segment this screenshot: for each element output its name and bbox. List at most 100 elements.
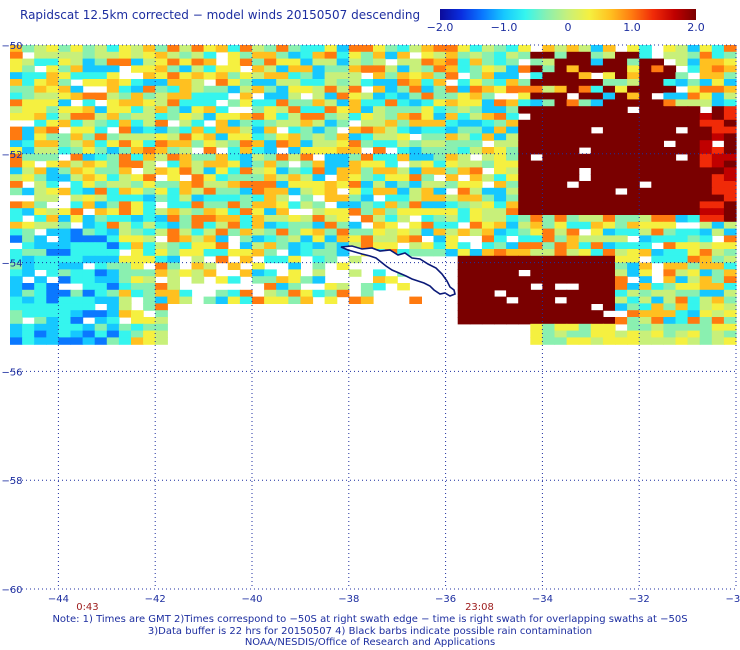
data-cell — [131, 181, 144, 189]
data-cell — [10, 45, 23, 53]
data-cell — [10, 106, 23, 114]
data-cell — [373, 242, 386, 250]
data-cell — [360, 126, 374, 134]
data-cell — [179, 106, 193, 114]
data-cell — [70, 72, 84, 80]
data-cell — [264, 99, 277, 107]
data-cell — [167, 79, 180, 87]
data-cell — [639, 133, 652, 141]
data-cell — [46, 337, 59, 345]
data-cell — [82, 99, 96, 107]
data-cell — [252, 228, 265, 236]
data-cell — [385, 153, 398, 162]
data-cell — [675, 330, 689, 338]
data-cell — [348, 187, 362, 196]
data-cell — [360, 79, 374, 87]
data-cell — [215, 296, 229, 304]
data-cell — [675, 289, 689, 298]
data-cell — [639, 147, 652, 155]
data-cell — [82, 45, 96, 53]
data-cell — [518, 187, 531, 196]
data-cell — [215, 92, 229, 100]
data-cell — [397, 174, 410, 182]
data-cell — [215, 276, 229, 284]
data-cell — [590, 79, 604, 87]
data-cell — [276, 99, 289, 107]
data-cell — [312, 99, 326, 107]
data-cell — [300, 167, 314, 175]
data-cell — [203, 140, 217, 148]
data-cell — [239, 296, 253, 304]
data-cell — [711, 45, 725, 53]
data-cell — [46, 228, 59, 236]
data-cell — [494, 201, 507, 209]
data-cell — [494, 187, 507, 196]
data-cell — [615, 65, 628, 73]
data-cell — [675, 194, 689, 202]
data-cell — [288, 92, 301, 100]
data-cell — [276, 153, 289, 162]
data-cell — [639, 65, 652, 73]
data-cell — [106, 45, 120, 53]
data-cell — [215, 167, 229, 175]
data-cell — [639, 187, 652, 196]
data-cell — [639, 167, 652, 175]
data-cell — [687, 119, 701, 128]
data-cell — [530, 194, 543, 202]
data-cell — [288, 126, 301, 134]
data-cell — [518, 174, 531, 182]
data-cell — [651, 174, 664, 182]
data-cell — [106, 65, 120, 73]
data-cell — [639, 79, 652, 87]
data-cell — [566, 72, 580, 80]
data-cell — [639, 269, 652, 277]
data-cell — [409, 153, 422, 162]
data-cell — [82, 58, 96, 66]
data-cells — [10, 45, 737, 345]
data-cell — [155, 51, 168, 60]
data-cell — [675, 235, 689, 243]
data-cell — [615, 242, 628, 250]
data-cell — [518, 296, 531, 304]
data-cell — [566, 323, 580, 332]
data-cell — [94, 187, 108, 196]
data-cell — [651, 140, 664, 148]
data-cell — [239, 187, 253, 196]
data-cell — [300, 160, 314, 168]
data-cell — [300, 228, 314, 236]
data-cell — [106, 221, 120, 230]
data-cell — [118, 337, 132, 345]
data-cell — [433, 119, 447, 128]
data-cell — [615, 269, 628, 277]
data-cell — [70, 289, 84, 298]
data-cell — [252, 276, 265, 284]
data-cell — [590, 119, 604, 128]
data-cell — [155, 113, 168, 121]
data-cell — [276, 45, 289, 53]
data-cell — [118, 215, 132, 223]
data-cell — [264, 65, 277, 73]
data-cell — [639, 153, 652, 162]
data-cell — [530, 167, 543, 175]
data-cell — [651, 337, 664, 345]
data-cell — [131, 317, 144, 325]
data-cell — [518, 126, 531, 134]
data-cell — [373, 160, 386, 168]
data-cell — [106, 276, 120, 284]
data-cell — [58, 58, 72, 66]
data-cell — [203, 65, 217, 73]
data-cell — [590, 153, 604, 162]
data-cell — [324, 92, 338, 100]
data-cell — [711, 72, 725, 80]
data-cell — [675, 255, 689, 264]
data-cell — [348, 126, 362, 134]
data-cell — [675, 303, 689, 311]
data-cell — [554, 235, 568, 243]
data-cell — [167, 167, 180, 175]
data-cell — [699, 249, 713, 257]
data-cell — [118, 79, 132, 87]
data-cell — [227, 85, 241, 94]
data-cell — [106, 153, 120, 162]
data-cell — [602, 276, 616, 284]
colorbar-tick: −1.0 — [490, 21, 518, 34]
